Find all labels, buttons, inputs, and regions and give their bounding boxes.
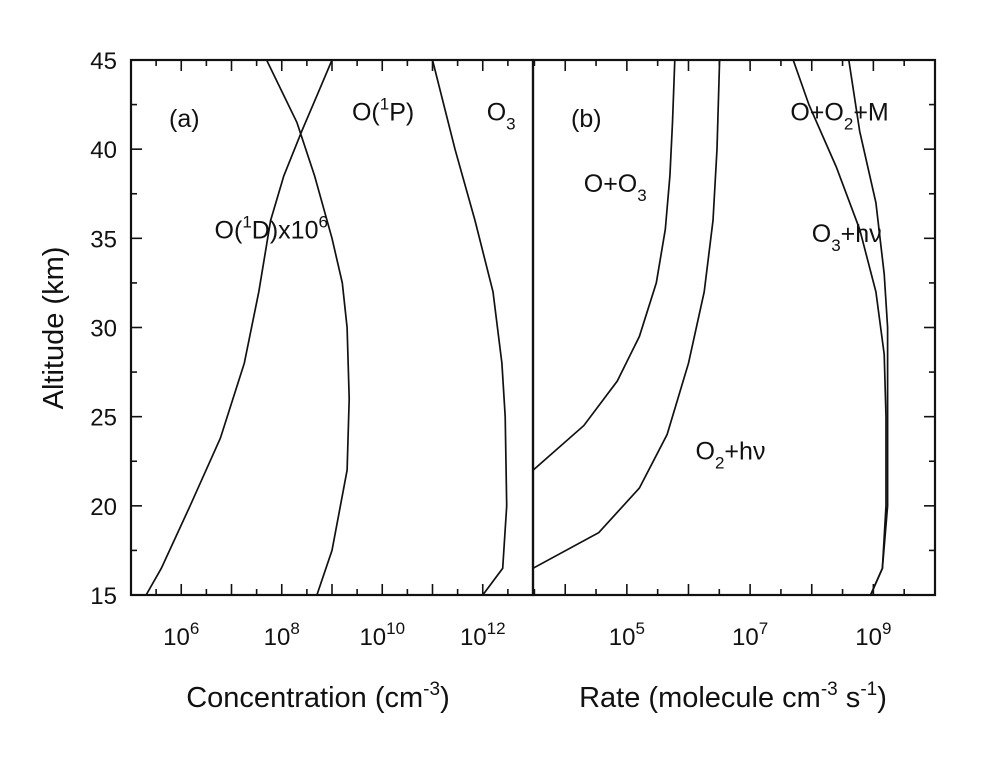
x-tick-exp: 5 [635,619,644,638]
series-label-part: 2 [715,453,724,472]
y-tick-label: 25 [90,405,117,432]
x-axis-title-b-mid: s [838,682,861,714]
series-label-part: O+O [584,170,638,198]
x-tick-base: 10 [264,624,291,651]
y-tick-label: 40 [90,137,117,164]
series-line [145,60,333,595]
series-label-part: +M [853,99,888,127]
series-label-part: D)x10 [252,216,319,244]
x-axis-title-b-sup1: -3 [821,679,838,700]
x-tick-base: 10 [609,624,636,651]
plot-frame [531,58,937,597]
x-tick-exp: 10 [386,619,405,638]
series-line [265,60,351,595]
series-label: O(1P) [352,95,414,127]
x-tick-base: 10 [732,624,759,651]
series-label-part: O+O [790,99,844,127]
series-label: O+O3 [584,170,647,205]
series-label: O(1D)x106 [215,212,328,244]
x-axis-title-b-text: Rate (molecule cm [579,682,821,714]
series-label-part: 3 [506,115,515,134]
series-line [847,60,889,595]
series-label-part: 3 [831,236,840,255]
series-label-part: 6 [318,212,327,231]
x-tick-exp: 9 [882,619,891,638]
series-label-part: +h [724,437,753,465]
x-tick-exp: 12 [487,619,506,638]
series-label: O3+hν [812,220,882,255]
y-tick-label: 20 [90,494,117,521]
y-tick-label: 35 [90,226,117,253]
x-axis-title-b-close: ) [877,682,887,714]
x-tick-base: 10 [460,624,487,651]
x-tick-label: 107 [732,619,768,651]
series-label-part: 3 [637,186,646,205]
x-axis-title-a-text: Concentration (cm [186,682,423,714]
series-label-part: O [696,437,715,465]
y-axis-title: Altitude (km) [38,247,70,410]
x-axis-title-a-sup: -3 [423,679,440,700]
x-tick-exp: 6 [190,619,199,638]
series-label-part: O [487,99,506,127]
series-label-part: P) [389,99,414,127]
x-tick-label: 105 [609,619,645,651]
x-tick-exp: 8 [290,619,299,638]
series-line [431,60,508,595]
x-axis-title-a: Concentration (cm-3) [186,679,450,714]
x-tick-label: 108 [264,619,300,651]
x-axis-title-a-close: ) [440,682,450,714]
x-tick-label: 1012 [460,619,506,651]
series-label-part: ν [753,437,766,465]
series-label-part: 2 [844,115,853,134]
series-label-part: O [812,220,831,248]
series-label: O3 [487,99,516,134]
x-axis-title-b: Rate (molecule cm-3 s-1) [579,679,887,714]
x-tick-base: 10 [855,624,882,651]
x-tick-label: 1010 [359,619,405,651]
series-label-part: +h [841,220,870,248]
panel-label: (a) [169,105,200,133]
x-tick-exp: 7 [759,619,768,638]
panel-a: 106 108 1010 101215202530354045(a)O(1D)x106… [90,48,535,651]
series-label-part: O( [215,216,243,244]
y-tick-label: 30 [90,316,117,343]
y-tick-label: 45 [90,48,117,75]
series-label-part: O( [352,99,380,127]
x-tick-label: 106 [163,619,199,651]
panel-label: (b) [571,105,602,133]
series-label-part: 1 [380,95,389,114]
x-axis-title-b-sup2: -1 [860,679,877,700]
x-tick-base: 10 [163,624,190,651]
y-tick-label: 15 [90,583,117,610]
series-line [533,60,721,570]
series-label: O2+hν [696,437,766,472]
series-line [792,60,887,595]
x-tick-label: 109 [855,619,891,651]
series-label: O+O2+M [790,99,888,134]
series-label-part: 1 [242,212,251,231]
x-tick-base: 10 [359,624,386,651]
plot-frame [129,58,535,597]
series-line [533,60,676,471]
